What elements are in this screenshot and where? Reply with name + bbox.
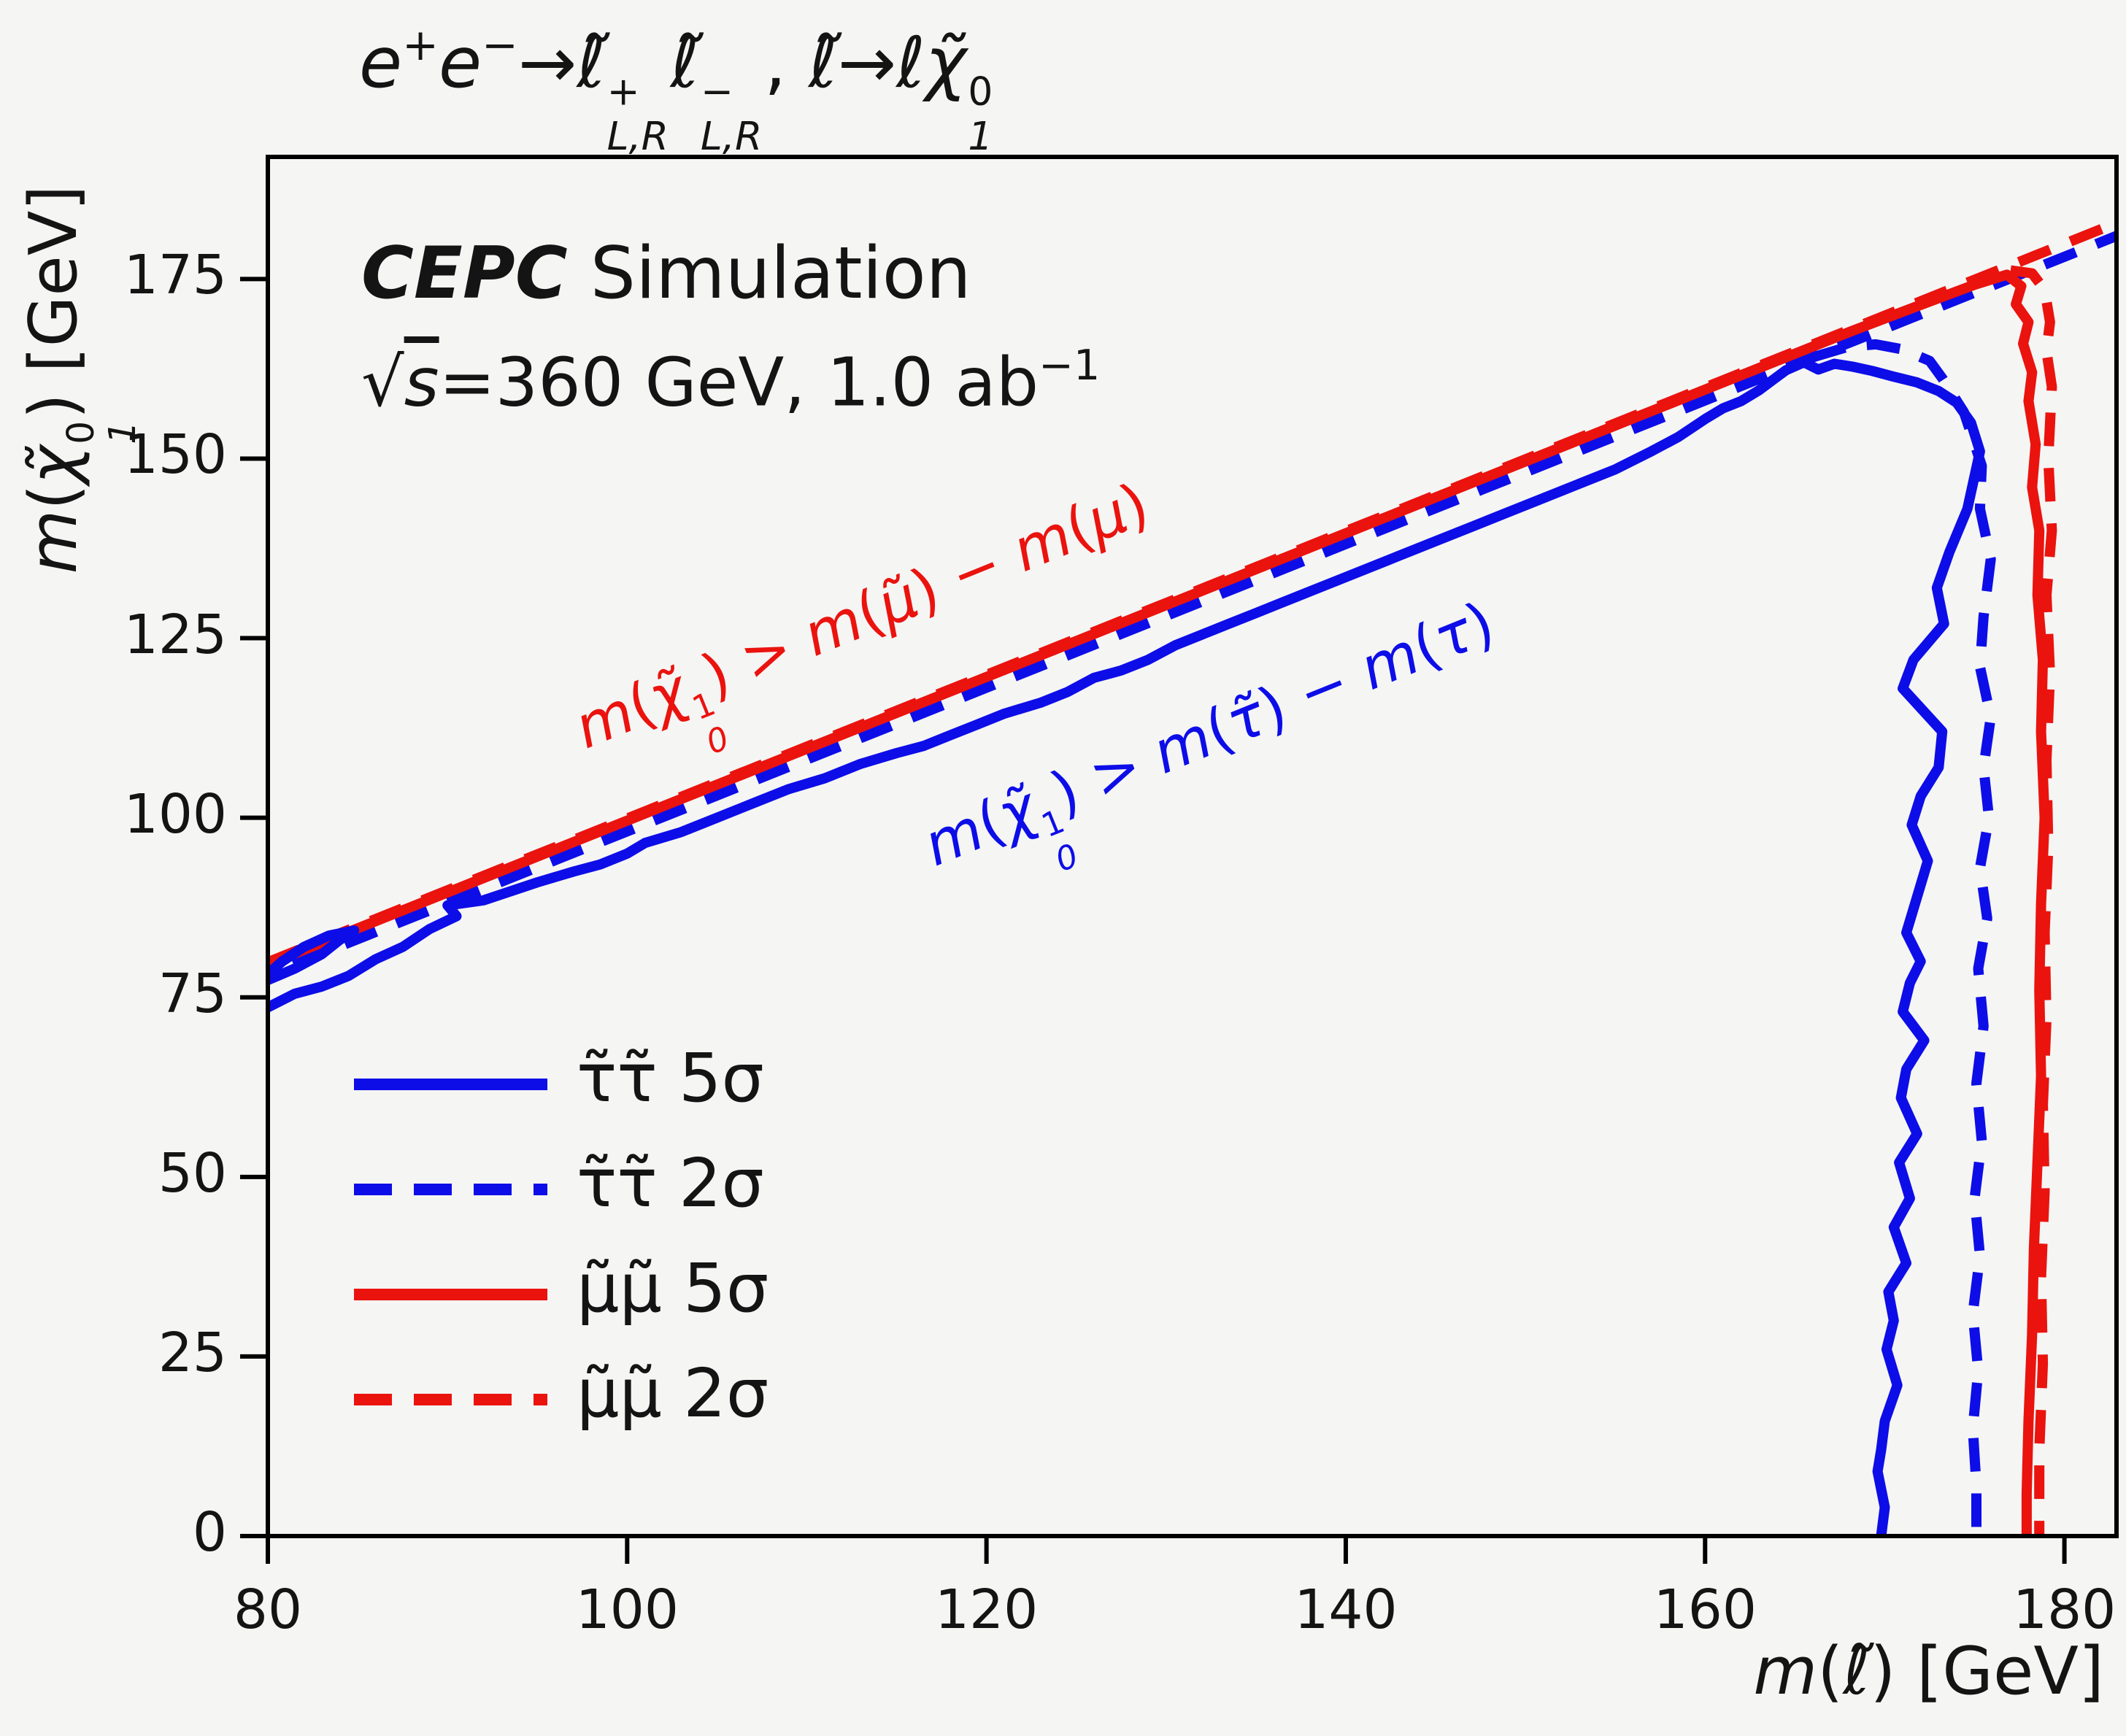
plot-title: e+e−→ℓ̃ + L,R ℓ̃ − L,R, ℓ̃→ℓχ̃ 0 1: [359, 20, 993, 159]
legend-label-1: τ̃τ̃ 2σ: [577, 1144, 764, 1222]
y-tick-label-0: 0: [192, 1501, 227, 1564]
series-stau-5sigma: [268, 925, 360, 985]
axis-ticks: [240, 277, 2067, 1564]
series-stau-5sigma: [268, 357, 1985, 1536]
series-smu-2sigma: [2009, 265, 2057, 1536]
legend-label-2: μ̃μ̃ 5σ: [577, 1249, 769, 1327]
series-smu-5sigma: [268, 269, 2050, 1536]
luminosity-label: √s=360 GeV, 1.0 ab−1: [361, 342, 1101, 422]
series-stau-2sigma: [1811, 339, 1996, 1536]
legend-label-3: μ̃μ̃ 2σ: [577, 1354, 769, 1432]
contour-lines: [268, 218, 2117, 1536]
x-tick-label-80: 80: [233, 1578, 303, 1641]
legend-sample-lines: [354, 1079, 547, 1405]
x-axis-label: m(ℓ̃) [GeV]: [1753, 1633, 2104, 1710]
y-tick-label-50: 50: [158, 1141, 227, 1205]
x-tick-label-160: 160: [1653, 1578, 1757, 1641]
y-tick-label-75: 75: [158, 962, 227, 1025]
x-tick-label-120: 120: [935, 1578, 1039, 1641]
x-tick-label-180: 180: [2012, 1578, 2117, 1641]
legend-label-0: τ̃τ̃ 5σ: [577, 1039, 764, 1117]
y-tick-label-100: 100: [123, 782, 227, 846]
simulation-label: CEPC Simulation: [361, 232, 971, 315]
y-tick-label-150: 150: [123, 423, 227, 487]
x-tick-label-100: 100: [575, 1578, 679, 1641]
x-tick-label-140: 140: [1294, 1578, 1398, 1641]
axes-frame: [266, 155, 2119, 1538]
y-tick-label-175: 175: [123, 244, 227, 307]
y-tick-label-25: 25: [158, 1321, 227, 1384]
y-tick-label-125: 125: [123, 603, 227, 666]
